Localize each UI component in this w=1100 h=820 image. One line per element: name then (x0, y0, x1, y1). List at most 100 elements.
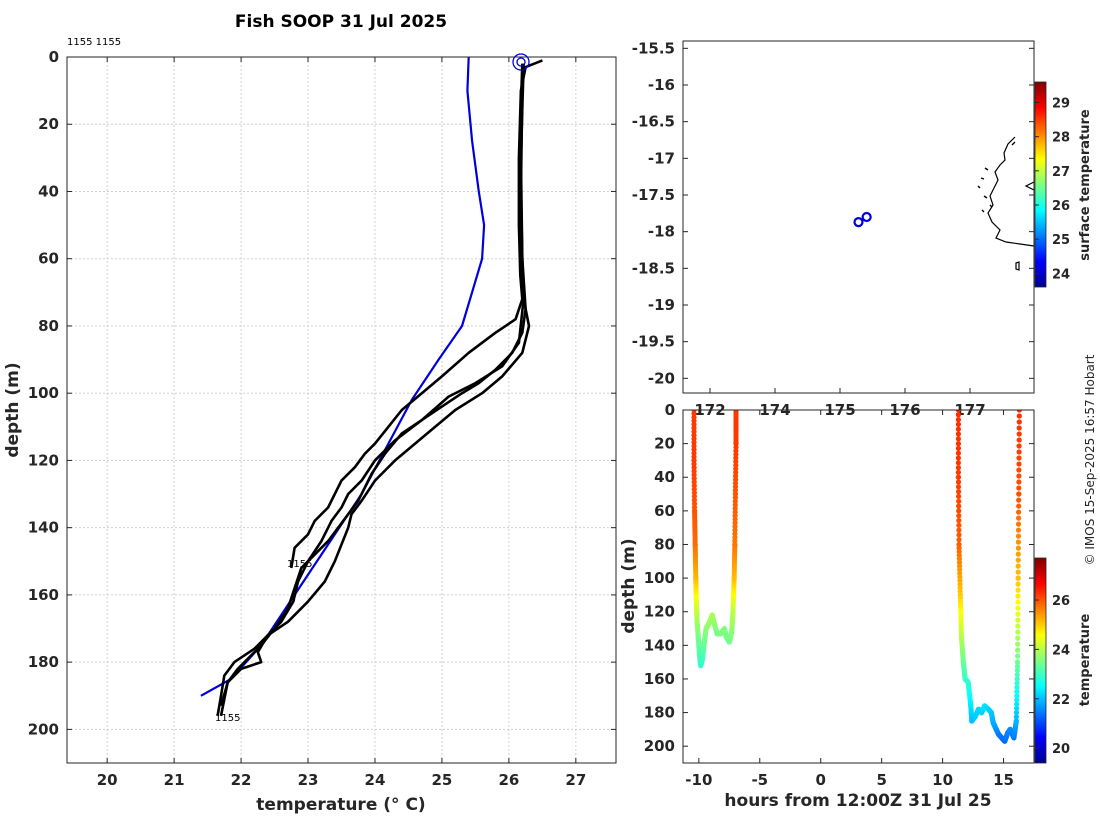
section-data-point (955, 484, 962, 490)
section-data-point (1015, 581, 1021, 587)
section-data-point (691, 418, 697, 424)
section-x-axis-label: hours from 12:00Z 31 Jul 25 (724, 791, 991, 811)
cast-2-track (955, 410, 1022, 744)
section-x-tick-label: -5 (751, 771, 768, 789)
section-y-tick-label: 0 (665, 401, 675, 419)
section-axes-box (682, 409, 1035, 764)
section-data-point (1016, 497, 1022, 503)
section-data-point (733, 410, 739, 413)
section-tracks (691, 410, 1022, 744)
profile-annotation-top: 1155 1155 (67, 37, 121, 48)
section-data-point (733, 459, 739, 465)
section-x-tick-label: -10 (685, 771, 712, 789)
section-data-point (691, 454, 697, 460)
map-colorbar (1034, 81, 1047, 288)
profile-x-tick-label: 27 (565, 771, 586, 789)
profile-annotation-mid: 1155 (287, 559, 312, 570)
profile-x-tick-label: 22 (231, 771, 252, 789)
coast-islet-a (1024, 181, 1034, 191)
section-data-point (691, 425, 697, 431)
section-y-tick-label: 120 (644, 603, 675, 621)
section-data-point (956, 537, 962, 543)
section-data-point (691, 501, 698, 507)
section-y-tick-label: 140 (644, 636, 675, 654)
section-data-point (691, 432, 697, 438)
profile-y-tick-label: 180 (28, 653, 59, 671)
section-data-point (691, 490, 698, 496)
map-ticks: -15.5 -16 -16.5 -17 -17.5 -18 -18.5 -19 -19.5 -20… (632, 39, 1034, 419)
section-y-tick-label: 40 (654, 468, 675, 486)
section-data-point (956, 522, 962, 528)
profile-y-tick-label: 140 (28, 519, 59, 537)
section-data-point (1016, 461, 1022, 467)
section-data-point (955, 412, 962, 418)
coastline (977, 136, 1034, 271)
profile-4-line (219, 63, 527, 717)
map-y-tick-label: -19.5 (632, 333, 675, 351)
section-data-point (1016, 443, 1022, 449)
section-data-point (732, 541, 738, 548)
section-data-point (1015, 647, 1021, 653)
section-data-point (1015, 551, 1021, 557)
section-colorbar-label: temperature (1078, 614, 1093, 707)
section-data-point (1015, 599, 1021, 605)
section-data-point (691, 421, 697, 427)
section-data-point (1016, 413, 1022, 419)
section-data-point (732, 516, 738, 522)
map-axes-box (682, 40, 1035, 394)
section-ticks: -10 -5 0 5 10 15 0 20 40 60 80 100 120 140 160 180 200 (644, 401, 1034, 789)
section-x-tick-label: 5 (876, 771, 886, 789)
map-colorbar-tick-label: 25 (1052, 233, 1070, 248)
coast-islets (977, 141, 1016, 213)
section-data-point (955, 450, 962, 456)
profile-1-line (290, 59, 543, 569)
map-colorbar-tick-label: 26 (1052, 199, 1070, 214)
surface-marker-outer (512, 53, 530, 71)
section-data-point (956, 498, 962, 504)
section-y-tick-label: 160 (644, 670, 675, 688)
map-colorbar-tick-label: 29 (1052, 97, 1070, 112)
section-data-point (1016, 419, 1022, 425)
surface-marker-inner (516, 57, 526, 67)
section-data-point (732, 509, 738, 515)
profile-y-tick-label: 60 (38, 250, 59, 268)
section-colorbar-tick-label: 24 (1052, 643, 1070, 658)
section-data-point (1016, 425, 1022, 431)
profile-x-tick-label: 23 (298, 771, 319, 789)
profile-y-tick-label: 80 (38, 317, 59, 335)
section-data-point (955, 455, 962, 461)
section-data-point (1015, 539, 1022, 545)
profile-x-tick-label: 26 (498, 771, 519, 789)
section-data-point (1015, 545, 1022, 551)
section-data-point (1015, 527, 1022, 533)
section-data-point (1015, 575, 1021, 581)
section-data-point (1015, 521, 1022, 527)
section-data-point (1014, 701, 1020, 707)
section-data-point (1015, 653, 1021, 659)
profile-x-axis-label: temperature (° C) (256, 795, 425, 815)
profile-y-tick-label: 120 (28, 451, 59, 469)
section-data-point (732, 491, 739, 497)
section-data-point (955, 460, 962, 466)
section-y-tick-label: 200 (644, 737, 675, 755)
section-data-point (1014, 705, 1020, 712)
section-data-point (956, 508, 962, 514)
section-colorbar-tick-label: 20 (1052, 742, 1070, 757)
section-data-point (1015, 605, 1021, 611)
section-data-point (732, 527, 738, 533)
map-y-tick-label: -16 (648, 76, 675, 94)
map-y-tick-label: -17 (648, 149, 675, 167)
profile-2-line (216, 63, 525, 717)
section-data-point (1014, 659, 1021, 665)
section-data-point (1016, 410, 1022, 413)
section-data-point (1014, 667, 1021, 674)
section-data-point (1014, 697, 1020, 703)
section-data-point (733, 462, 739, 468)
section-y-tick-label: 60 (654, 502, 675, 520)
section-data-point (955, 474, 962, 480)
section-data-point (1016, 503, 1022, 509)
section-data-point (955, 436, 962, 442)
section-data-point (733, 477, 739, 483)
section-data-point (1016, 479, 1022, 485)
section-x-tick-label: 10 (932, 771, 953, 789)
